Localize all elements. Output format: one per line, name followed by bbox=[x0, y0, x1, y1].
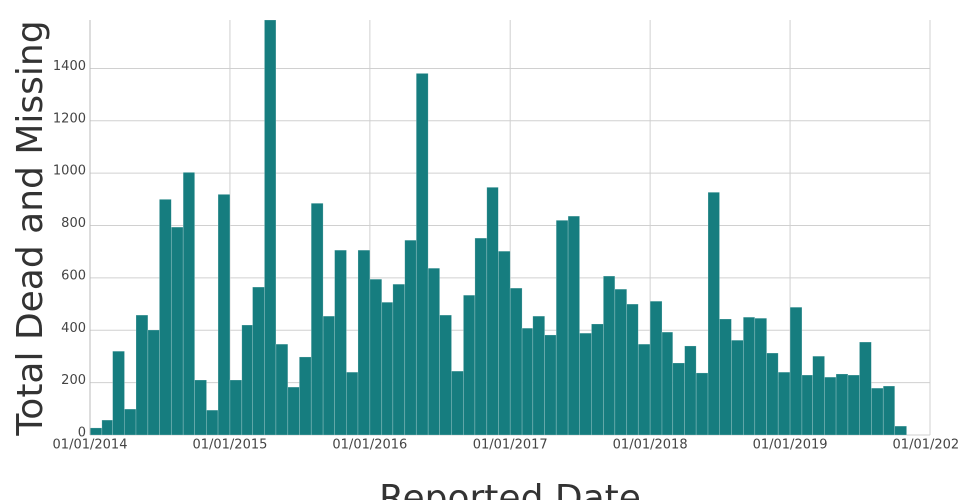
bar bbox=[124, 408, 137, 436]
bar bbox=[591, 323, 604, 436]
y-tick-label: 1000 bbox=[53, 164, 86, 179]
bar bbox=[112, 350, 125, 436]
bar bbox=[614, 288, 628, 436]
x-tick-label: 01/01/2018 bbox=[613, 438, 688, 453]
bar bbox=[299, 356, 312, 436]
bar bbox=[824, 376, 837, 436]
bar bbox=[287, 386, 300, 436]
bar bbox=[252, 286, 265, 436]
bar bbox=[346, 371, 359, 436]
bar bbox=[381, 301, 394, 436]
bar bbox=[404, 239, 417, 436]
bar bbox=[439, 314, 452, 436]
bar bbox=[135, 314, 149, 436]
bar bbox=[310, 202, 324, 436]
bar bbox=[463, 294, 476, 436]
bar bbox=[451, 370, 464, 436]
bar bbox=[742, 316, 756, 436]
x-tick-label: 01/01/2014 bbox=[53, 438, 128, 453]
bar bbox=[707, 191, 720, 436]
bar bbox=[661, 331, 674, 436]
bar bbox=[719, 318, 732, 436]
bar bbox=[229, 379, 243, 436]
bar bbox=[182, 172, 195, 436]
bar bbox=[859, 341, 872, 436]
bar bbox=[357, 249, 371, 436]
bar bbox=[649, 300, 663, 436]
bar bbox=[532, 315, 545, 436]
bar bbox=[637, 343, 651, 436]
bar bbox=[334, 249, 347, 436]
bar bbox=[555, 219, 569, 436]
bar bbox=[241, 324, 253, 436]
bar bbox=[871, 387, 884, 436]
bar bbox=[603, 275, 616, 436]
bar bbox=[392, 283, 406, 436]
y-tick-label: 1400 bbox=[53, 59, 86, 74]
y-tick-label: 0 bbox=[78, 426, 86, 441]
y-tick-label: 600 bbox=[61, 268, 86, 283]
bar bbox=[509, 287, 523, 436]
bar bbox=[789, 306, 803, 436]
bar bbox=[894, 425, 907, 436]
bar bbox=[754, 317, 767, 436]
bar bbox=[847, 374, 860, 436]
x-tick-label: 01/01/2015 bbox=[192, 438, 267, 453]
x-tick-label: 01/01/2016 bbox=[332, 438, 407, 453]
bar bbox=[322, 315, 335, 436]
bar bbox=[206, 409, 219, 436]
x-tick-label: 01/01/2017 bbox=[473, 438, 548, 453]
bar bbox=[194, 379, 207, 436]
bar bbox=[544, 334, 557, 436]
bar bbox=[579, 332, 592, 436]
bar bbox=[217, 194, 231, 436]
bar bbox=[170, 226, 184, 436]
y-axis-title: Total Dead and Missing bbox=[10, 20, 51, 436]
bar bbox=[567, 215, 580, 436]
x-axis-title: Reported Date bbox=[379, 478, 641, 500]
bar bbox=[415, 73, 429, 436]
y-tick-label: 800 bbox=[61, 216, 86, 231]
bar bbox=[474, 237, 488, 436]
bar bbox=[89, 427, 103, 436]
bar bbox=[521, 327, 534, 436]
x-tick-label: 01/01/2019 bbox=[753, 438, 828, 453]
bar bbox=[695, 372, 709, 436]
y-tick-label: 200 bbox=[61, 373, 86, 388]
bar bbox=[766, 352, 779, 436]
bar bbox=[486, 187, 499, 436]
bar bbox=[498, 250, 511, 436]
y-tick-label: 1200 bbox=[53, 111, 86, 126]
bar bbox=[812, 355, 825, 436]
bar bbox=[777, 371, 791, 436]
x-tick-label: 01/01/2020 bbox=[893, 438, 960, 453]
bar bbox=[369, 278, 383, 436]
bar bbox=[684, 345, 697, 436]
bar bbox=[264, 19, 277, 436]
bar bbox=[626, 303, 639, 436]
bar bbox=[731, 339, 744, 436]
bar bbox=[672, 362, 685, 436]
y-tick-label: 400 bbox=[61, 321, 86, 336]
bar bbox=[147, 329, 160, 436]
bar bbox=[835, 373, 849, 436]
bar bbox=[427, 267, 440, 436]
bar bbox=[275, 343, 289, 436]
bar bbox=[101, 419, 113, 436]
bar bbox=[882, 385, 896, 436]
bar bbox=[159, 199, 172, 436]
bar bbox=[801, 374, 813, 436]
